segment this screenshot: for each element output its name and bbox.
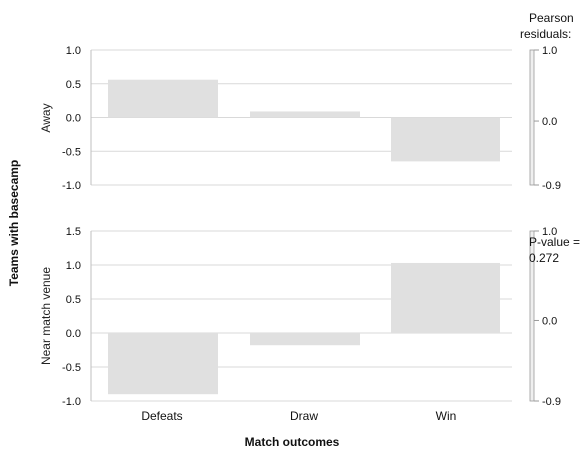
y-tick-label: 1.5 — [66, 226, 81, 238]
legend-scale-label: 0.0 — [542, 315, 557, 327]
legend-scales: 1.0 0.0 -0.9 1.0 0.0 -0.9 — [529, 45, 561, 408]
legend-scale-label: 1.0 — [542, 45, 557, 57]
y-axis-title: Teams with basecamp — [7, 160, 21, 287]
legend-scale-bar — [529, 230, 535, 402]
bar-draw — [250, 333, 360, 346]
legend-title-line2: residuals: — [520, 27, 571, 41]
y-tick-label: -0.5 — [62, 362, 81, 374]
y-tick-label: -1.0 — [62, 396, 81, 408]
category-label-win: Win — [436, 409, 457, 423]
y-tick-label: 0.0 — [66, 328, 81, 340]
legend-scale-label: -0.9 — [542, 396, 561, 408]
panel-label-away: Away — [39, 103, 53, 132]
legend-scale-bar — [529, 49, 535, 186]
y-tick-label: 1.0 — [66, 260, 81, 272]
legend-title-line1: Pearson — [529, 11, 574, 25]
y-tick-label: 0.5 — [66, 294, 81, 306]
panel-away: Away 1.0 0.5 0.0 -0.5 -1.0 — [39, 45, 512, 192]
y-tick-label: 0.5 — [66, 79, 81, 91]
bar-defeats — [108, 79, 218, 118]
x-axis-title: Match outcomes — [245, 435, 340, 449]
y-tick-label: 1.0 — [66, 45, 81, 57]
legend-scale-label: -0.9 — [542, 180, 561, 192]
p-value-label: P-value = — [529, 235, 580, 249]
bar-win — [391, 262, 500, 333]
panel-label-near-venue: Near match venue — [39, 267, 53, 365]
y-tick-label: 0.0 — [66, 113, 81, 125]
category-label-defeats: Defeats — [141, 409, 182, 423]
bar-draw — [250, 111, 360, 118]
bar-defeats — [108, 333, 218, 395]
y-tick-label: -0.5 — [62, 146, 81, 158]
bar-win — [391, 117, 500, 162]
legend-scale-label: 1.0 — [542, 226, 557, 238]
category-label-draw: Draw — [290, 409, 318, 423]
y-tick-label: -1.0 — [62, 180, 81, 192]
legend-scale-label: 0.0 — [542, 116, 557, 128]
panel-near-venue: Near match venue 1.5 1.0 0.5 0.0 -0.5 -1.0 — [39, 226, 512, 408]
p-value-number: 0.272 — [529, 251, 559, 265]
